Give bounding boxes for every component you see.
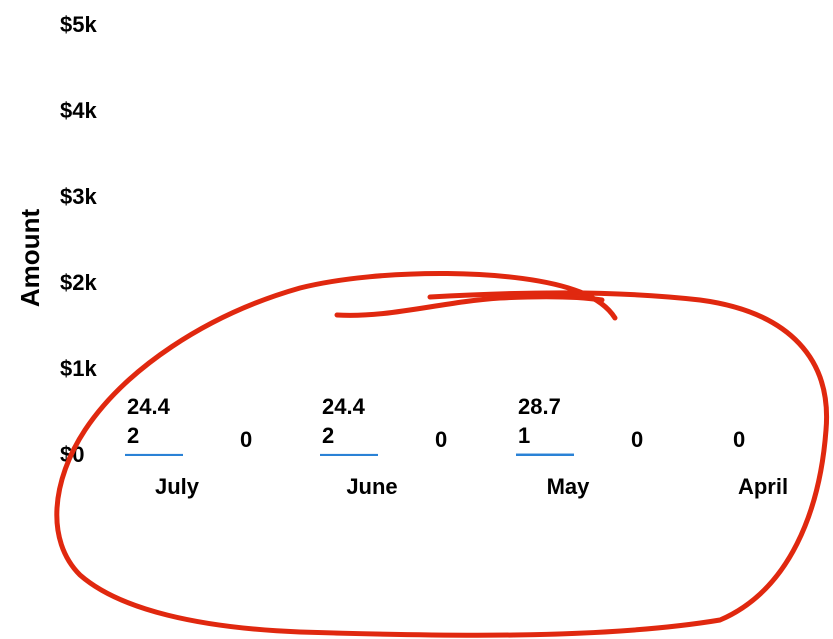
zero-value-label: 0 bbox=[240, 427, 252, 452]
bar-value-label-wrap: 1 bbox=[518, 423, 530, 448]
bar-value-label: 24.4 bbox=[322, 394, 366, 419]
red-circle-annotation bbox=[54, 270, 830, 638]
x-category-label: May bbox=[547, 474, 591, 499]
bar bbox=[320, 453, 378, 456]
y-axis-ticks: $0$1k$2k$3k$4k$5k bbox=[60, 12, 97, 467]
x-category-label: June bbox=[346, 474, 397, 499]
zero-value-label: 0 bbox=[631, 427, 643, 452]
x-category-label: April bbox=[738, 474, 788, 499]
y-tick-label: $2k bbox=[60, 270, 97, 295]
bar-value-label: 24.4 bbox=[127, 394, 171, 419]
y-tick-label: $4k bbox=[60, 98, 97, 123]
bar-value-label-wrap: 2 bbox=[127, 423, 139, 448]
x-category-label: July bbox=[155, 474, 200, 499]
bar-value-label-wrap: 2 bbox=[322, 423, 334, 448]
data-labels: 24.4 2 0 24.4 2 0 28.7 1 0 0 bbox=[127, 394, 745, 452]
x-axis-categories: July June May April bbox=[155, 474, 788, 499]
zero-value-label: 0 bbox=[435, 427, 447, 452]
red-loop-scribble bbox=[54, 270, 830, 638]
bar bbox=[125, 453, 183, 456]
bars bbox=[125, 453, 574, 456]
y-tick-label: $3k bbox=[60, 184, 97, 209]
y-tick-label: $5k bbox=[60, 12, 97, 37]
zero-value-label: 0 bbox=[733, 427, 745, 452]
y-axis-label: Amount bbox=[15, 209, 45, 308]
bar bbox=[516, 453, 574, 456]
bar-value-label: 28.7 bbox=[518, 394, 561, 419]
red-line-scribble bbox=[334, 294, 605, 318]
y-tick-label: $1k bbox=[60, 356, 97, 381]
